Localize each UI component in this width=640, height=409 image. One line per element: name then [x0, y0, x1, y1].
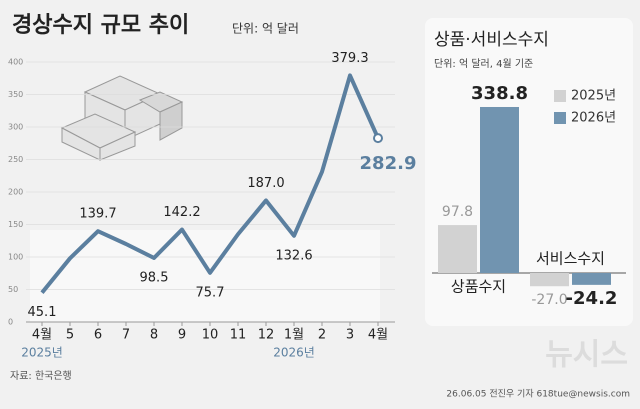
- end-point: [373, 133, 383, 144]
- chart-title: 상품·서비스수지: [434, 30, 549, 50]
- data-label: 338.8: [471, 83, 528, 104]
- data-label: -24.2: [566, 288, 618, 309]
- unit-label: 단위: 억 달러: [232, 22, 299, 36]
- x-tick-label: 3: [346, 328, 354, 343]
- bar: [530, 273, 569, 287]
- money-icon: [60, 75, 184, 161]
- plot-shade: [30, 230, 380, 322]
- y-tick-label: 150: [8, 220, 23, 229]
- category-label: 상품수지: [451, 278, 506, 296]
- x-tick-label: 9: [178, 328, 186, 343]
- y-tick-label: 200: [8, 188, 23, 197]
- x-tick-label: 11: [230, 328, 247, 343]
- y-tick-label: 350: [8, 90, 23, 99]
- data-label: 132.6: [275, 248, 312, 263]
- y-tick-label: 100: [8, 253, 23, 262]
- credit: 26.06.05 전진우 기자 618tue@newsis.com: [446, 389, 630, 400]
- legend-swatch: [554, 90, 566, 102]
- chart-title: 경상수지 규모 추이: [12, 13, 189, 38]
- x-tick-label: 10: [202, 328, 219, 343]
- data-label: 187.0: [247, 176, 284, 191]
- bar: [572, 273, 611, 285]
- data-label: 98.5: [140, 270, 169, 285]
- data-label: 97.8: [442, 204, 473, 220]
- logo: 뉴시스: [545, 338, 628, 373]
- bar: [438, 225, 477, 273]
- x-tick-label: 4월: [368, 328, 388, 343]
- x-tick-label: 12: [258, 328, 275, 343]
- data-label: 75.7: [196, 285, 225, 300]
- y-tick-label: 250: [8, 155, 23, 164]
- x-tick-label: 1월: [284, 328, 304, 343]
- data-label: 282.9: [360, 153, 417, 174]
- data-label: 142.2: [163, 205, 200, 220]
- bar: [480, 106, 519, 273]
- source: 자료: 한국은행: [10, 370, 72, 382]
- y-tick-label: 300: [8, 123, 23, 132]
- y-tick-label: 0: [8, 318, 13, 327]
- year-label: 2026년: [273, 346, 315, 360]
- x-tick-label: 4월: [32, 328, 52, 343]
- data-label: 139.7: [79, 207, 116, 222]
- y-tick-label: 400: [8, 58, 23, 67]
- line: [40, 73, 380, 294]
- legend-swatch: [554, 112, 566, 124]
- x-tick-label: 2: [318, 328, 326, 343]
- category-label: 서비스수지: [536, 250, 605, 268]
- year-label: 2025년: [21, 346, 63, 360]
- data-label: 45.1: [28, 305, 57, 320]
- data-label: 379.3: [331, 51, 368, 66]
- x-tick-label: 6: [94, 328, 102, 343]
- y-tick-label: 50: [8, 285, 18, 294]
- data-label: -27.0: [531, 292, 567, 308]
- unit-label: 단위: 억 달러, 4월 기준: [434, 57, 533, 70]
- legend-label: 2025년: [571, 89, 616, 104]
- x-tick-label: 7: [122, 328, 130, 343]
- legend-label: 2026년: [571, 111, 616, 126]
- x-tick-label: 5: [66, 328, 74, 343]
- x-tick-label: 8: [150, 328, 158, 343]
